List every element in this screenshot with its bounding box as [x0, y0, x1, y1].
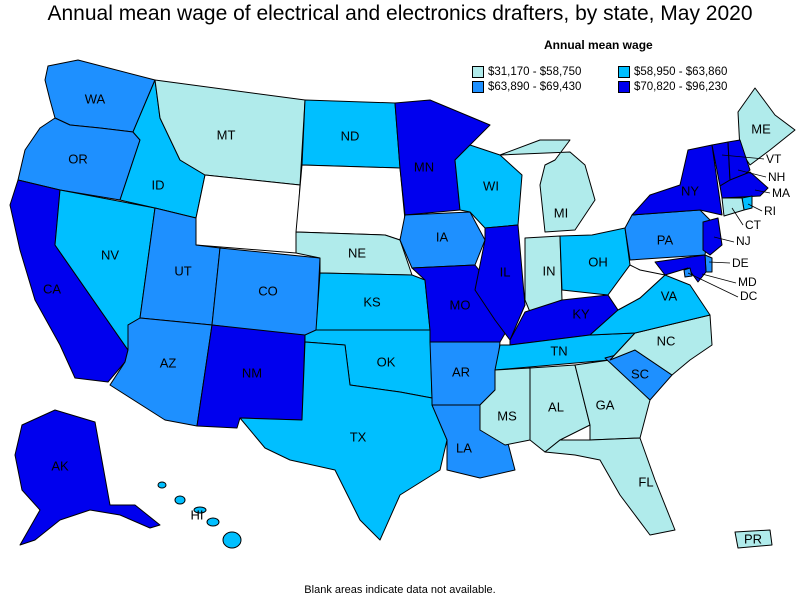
- state-IL[interactable]: [474, 224, 526, 341]
- legend-label-tier4: $70,820 - $96,230: [634, 81, 728, 93]
- label-MO: MO: [450, 297, 471, 312]
- state-HI[interactable]: [222, 531, 242, 549]
- state-NY[interactable]: [631, 144, 723, 216]
- label-PA: PA: [657, 232, 674, 247]
- leader-RI: [747, 203, 763, 212]
- label-TX: TX: [350, 429, 367, 444]
- state-NJ[interactable]: [702, 217, 723, 256]
- label-CT: CT: [745, 218, 762, 232]
- leader-MD: [701, 273, 737, 284]
- legend-swatch-tier4: [618, 81, 630, 93]
- legend-swatch-tier2: [618, 66, 630, 78]
- legend-item-tier1: $31,170 - $58,750: [472, 66, 581, 78]
- state-SD[interactable]: [295, 164, 406, 241]
- legend-swatch-tier1: [472, 66, 484, 78]
- label-KY: KY: [572, 306, 590, 321]
- legend-label-tier2: $58,950 - $63,860: [634, 66, 728, 78]
- label-NY: NY: [681, 183, 699, 198]
- label-FL: FL: [638, 474, 653, 489]
- state-TX[interactable]: [239, 341, 448, 541]
- label-VT: VT: [766, 152, 782, 166]
- label-IL: IL: [500, 264, 511, 279]
- label-AZ: AZ: [160, 355, 177, 370]
- legend-item-tier2: $58,950 - $63,860: [618, 66, 727, 78]
- label-CO: CO: [258, 283, 278, 298]
- label-DC: DC: [740, 289, 758, 303]
- state-WY[interactable]: [195, 174, 301, 254]
- label-SC: SC: [631, 366, 649, 381]
- label-MS: MS: [497, 408, 517, 423]
- label-NV: NV: [101, 247, 119, 262]
- label-NE: NE: [348, 245, 366, 260]
- label-NM: NM: [242, 365, 262, 380]
- label-MN: MN: [414, 159, 434, 174]
- map-title: Annual mean wage of electrical and elect…: [47, 2, 753, 25]
- label-AK: AK: [51, 458, 69, 473]
- label-LA: LA: [456, 440, 472, 455]
- label-AR: AR: [452, 364, 470, 379]
- state-AK[interactable]: [14, 409, 161, 546]
- label-RI: RI: [764, 204, 776, 218]
- leader-NH: [737, 169, 767, 178]
- state-DC[interactable]: [683, 267, 693, 278]
- label-ID: ID: [152, 177, 165, 192]
- state-FL[interactable]: [544, 437, 676, 536]
- label-NC: NC: [657, 333, 676, 348]
- label-GA: GA: [596, 397, 615, 412]
- label-ME: ME: [751, 121, 771, 136]
- label-DE: DE: [732, 256, 749, 270]
- label-PR: PR: [744, 531, 762, 546]
- leader-DC: [687, 272, 739, 298]
- legend-item-tier4: $70,820 - $96,230: [618, 81, 727, 93]
- label-IN: IN: [543, 263, 556, 278]
- legend-title: Annual mean wage: [544, 38, 653, 52]
- label-HI: HI: [191, 507, 204, 522]
- label-MA: MA: [772, 186, 790, 200]
- label-WI: WI: [483, 178, 499, 193]
- state-HI-island-oahu[interactable]: [174, 495, 186, 505]
- label-ND: ND: [341, 128, 360, 143]
- label-NH: NH: [768, 170, 785, 184]
- label-UT: UT: [174, 263, 191, 278]
- label-MT: MT: [217, 127, 236, 142]
- label-OK: OK: [377, 354, 396, 369]
- label-AL: AL: [548, 399, 564, 414]
- label-WA: WA: [85, 91, 106, 106]
- label-TN: TN: [550, 343, 567, 358]
- legend-label-tier1: $31,170 - $58,750: [488, 66, 582, 78]
- label-MI: MI: [554, 205, 568, 220]
- leader-DE: [708, 261, 731, 264]
- leader-VT: [721, 154, 765, 160]
- leader-MA: [754, 189, 771, 194]
- state-PR[interactable]: [734, 529, 773, 549]
- label-MD: MD: [738, 275, 757, 289]
- legend-label-tier3: $63,890 - $69,430: [488, 81, 582, 93]
- state-CT[interactable]: [721, 197, 745, 217]
- label-OH: OH: [588, 254, 608, 269]
- label-KS: KS: [363, 294, 381, 309]
- label-IA: IA: [436, 229, 449, 244]
- leader-CT: [731, 207, 744, 226]
- label-OR: OR: [68, 151, 88, 166]
- label-CA: CA: [43, 281, 61, 296]
- state-HI-island-kauai[interactable]: [157, 481, 167, 489]
- label-NJ: NJ: [736, 234, 751, 248]
- state-HI-group: [157, 481, 242, 549]
- label-VA: VA: [661, 288, 678, 303]
- leader-NJ: [713, 236, 735, 243]
- footnote: Blank areas indicate data not available.: [304, 584, 496, 596]
- legend-item-tier3: $63,890 - $69,430: [472, 81, 581, 93]
- legend-swatch-tier3: [472, 81, 484, 93]
- state-MI[interactable]: [499, 139, 596, 233]
- state-HI-island-maui[interactable]: [206, 517, 220, 527]
- state-HI-island-molokai[interactable]: [193, 506, 207, 514]
